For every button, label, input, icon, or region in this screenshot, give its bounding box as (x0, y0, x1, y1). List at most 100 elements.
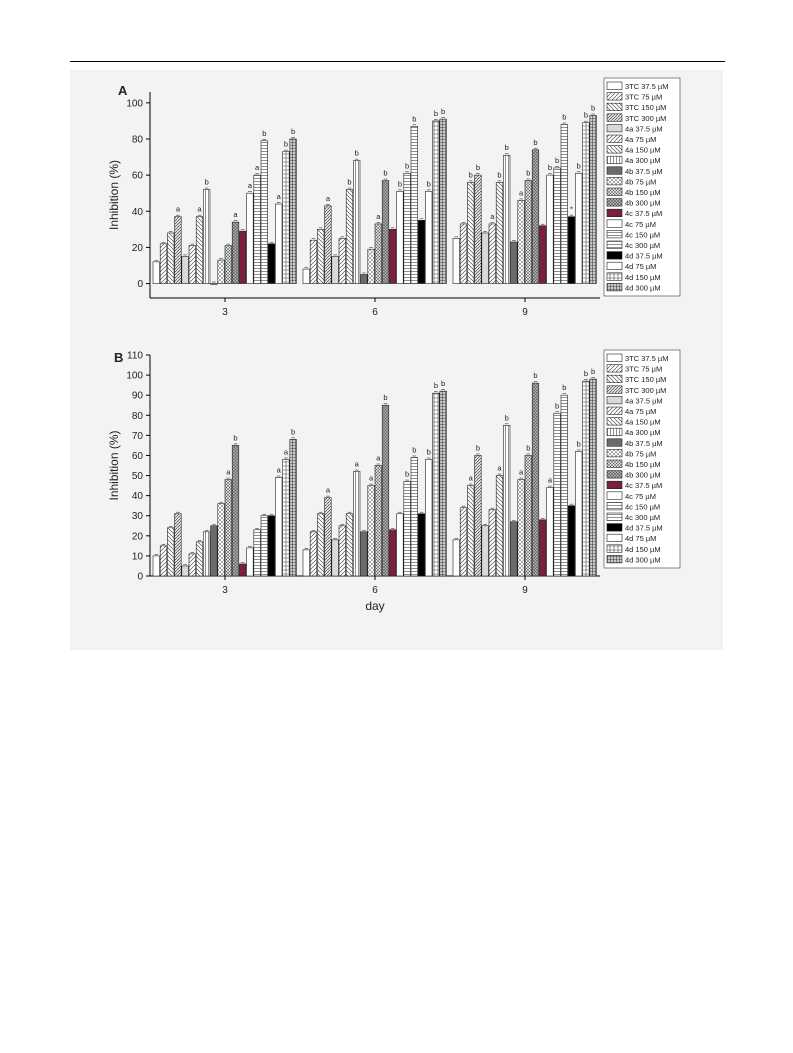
panel-b-y-tick-label: 50 (132, 471, 144, 482)
panel-b-bar (231, 445, 240, 577)
panel-a-legend-swatch (606, 177, 623, 186)
panel-b-significance-label: b (427, 447, 431, 456)
panel-b-legend-entry: 4d 75 µM (625, 534, 656, 543)
panel-a-bar (239, 230, 247, 284)
panel-b-y-tick-label: 80 (132, 411, 144, 422)
panel-b-significance-label: a (284, 447, 289, 456)
panel-a-significance-label: b (591, 103, 595, 112)
panel-b-bar (181, 565, 189, 577)
panel-b-bar (417, 513, 426, 577)
panel-a-y-tick-label: 60 (132, 171, 144, 182)
panel-a-legend-swatch (606, 272, 623, 281)
panel-b-bar (425, 459, 433, 577)
panel-b-legend-swatch (606, 502, 623, 511)
panel-b-legend-swatch (606, 353, 623, 362)
panel-b-bar (210, 525, 218, 577)
panel-a-bar (403, 173, 411, 284)
panel-a-bar (367, 248, 375, 284)
panel-a-significance-label: b (205, 178, 209, 187)
panel-b-significance-label: b (434, 381, 438, 390)
panel-b-bar (582, 380, 590, 577)
panel-a-legend-swatch (606, 124, 623, 133)
panel-b-y-axis-label: Inhibition (%) (107, 430, 121, 500)
panel-a-legend-entry: 4a 300 µM (625, 156, 661, 165)
panel-a-legend-entry: 4d 150 µM (625, 273, 661, 282)
panel-b-bar (539, 519, 547, 577)
panel-a-bar (217, 259, 225, 284)
panel-a-significance-label: a (519, 188, 524, 197)
panel-a-bar (589, 115, 597, 284)
panel-a-bar (167, 232, 175, 284)
panel-b-legend-entry: 3TC 300 µM (625, 386, 666, 395)
panel-a-significance-label: b (355, 149, 359, 158)
panel-a-legend-entry: 3TC 37.5 µM (625, 82, 669, 91)
panel-b-bar (282, 459, 290, 577)
panel-a-significance-label: b (434, 109, 438, 118)
panel-a-legend-swatch (606, 81, 623, 90)
panel-b-y-tick-label: 60 (132, 451, 144, 462)
panel-a-y-tick-label: 100 (126, 98, 143, 109)
panel-b-bar (260, 515, 268, 577)
panel-a-legend-swatch (606, 187, 623, 196)
panel-b-legend-entry: 4c 150 µM (625, 502, 660, 511)
panel-b-bar (317, 513, 325, 577)
panel-a-legend-swatch (606, 134, 623, 143)
panel-b-bar (495, 475, 504, 577)
panel-a-bar (246, 192, 254, 284)
panel-b-significance-label: a (277, 466, 282, 475)
panel-b-bar (302, 549, 310, 577)
panel-a-bar (181, 256, 189, 284)
panel-a-bar (467, 182, 475, 284)
panel-a-bar (582, 122, 590, 284)
panel-b-bar (531, 382, 540, 577)
panel-b-x-tick-label: 3 (222, 585, 228, 596)
panel-b-significance-label: b (383, 393, 387, 402)
panel-a-legend-entry: 4b 37.5 µM (625, 167, 663, 176)
panel-a-legend-swatch (606, 198, 623, 207)
panel-a-x-tick-label: 3 (222, 307, 228, 318)
panel-a-significance-label: b (398, 179, 402, 188)
panel-a-significance-label: a (248, 181, 253, 190)
panel-b-legend-swatch (606, 374, 623, 384)
panel-b-bar (452, 539, 460, 577)
panel-a-significance-label: b (526, 169, 530, 178)
panel-b-legend-entry: 4d 300 µM (625, 555, 661, 564)
panel-a-bar (309, 239, 318, 284)
panel-b-bar (239, 563, 247, 577)
panel-b-bar (481, 525, 489, 577)
panel-a-x-tick-label: 6 (372, 307, 378, 318)
panel-a-bar (510, 241, 518, 284)
panel-b-bar (575, 451, 583, 577)
panel-a-legend-entry: 4b 75 µM (625, 177, 656, 186)
panel-b-legend-swatch (606, 459, 623, 468)
panel-b-legend-entry: 4c 37.5 µM (625, 481, 662, 490)
panel-b-legend-swatch (606, 438, 623, 447)
panel-a-bar (459, 223, 468, 284)
panel-a-legend-swatch (606, 145, 623, 154)
panel-b-bar (309, 531, 318, 577)
panel-a-bar (260, 140, 268, 284)
panel-b-legend-entry: 4d 37.5 µM (625, 524, 663, 533)
panel-b-legend-entry: 3TC 150 µM (625, 375, 666, 384)
panel-a-bar (289, 138, 297, 284)
panel-a-legend-entry: 4d 75 µM (625, 262, 656, 271)
panel-a-bar (425, 191, 433, 284)
panel-b-bar (389, 529, 397, 577)
panel-b-significance-label: b (533, 371, 537, 380)
panel-b-legend-entry: 4a 150 µM (625, 418, 661, 427)
panel-a-bar (360, 274, 368, 284)
panel-a-legend-entry: 4d 37.5 µM (625, 252, 663, 261)
panel-b-y-tick-label: 10 (132, 551, 144, 562)
panel-b-legend-swatch (606, 512, 623, 521)
panel-b-legend-swatch (606, 555, 623, 564)
panel-b-bar (203, 531, 211, 577)
panel-a-y-tick-label: 80 (132, 134, 144, 145)
panel-a-legend-entry: 4c 300 µM (625, 241, 660, 250)
panel-a-bar (495, 182, 504, 284)
panel-a-legend-swatch (606, 240, 623, 249)
panel-b-significance-label: a (376, 454, 381, 463)
panel-b-bar (367, 485, 375, 577)
panel-b-x-tick-label: 6 (372, 585, 378, 596)
panel-a-bar (432, 120, 440, 284)
panel-b-significance-label: b (476, 443, 480, 452)
